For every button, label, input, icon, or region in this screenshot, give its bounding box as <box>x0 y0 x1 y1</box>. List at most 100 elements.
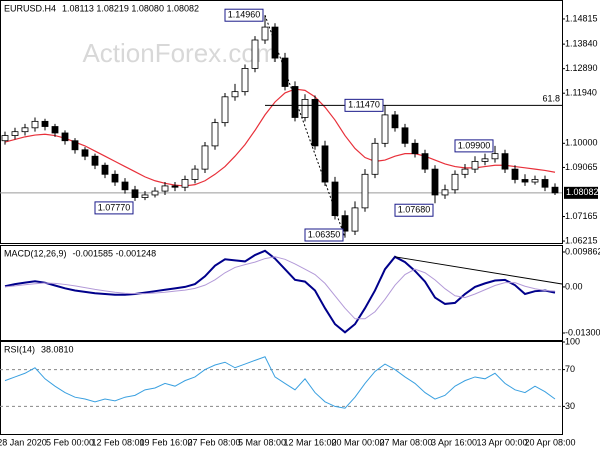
x-tick-label: 28 Jan 2020 <box>0 437 47 447</box>
candle-body <box>411 142 419 155</box>
y-tick-label: 30 <box>565 401 575 411</box>
y-tick-label: 1.14815 <box>565 13 598 23</box>
candle-body <box>101 164 109 175</box>
y-tick-label: 1.10000 <box>565 138 598 148</box>
moving-average <box>4 88 556 187</box>
candle-body <box>531 179 539 183</box>
candle-body <box>241 68 249 93</box>
candle-body <box>211 122 219 147</box>
annotation-label: 1.07680 <box>398 205 431 215</box>
x-tick-label: 19 Feb 16:00 <box>139 437 192 447</box>
y-tick-label: 1.12890 <box>565 63 598 73</box>
candle-body <box>391 114 399 129</box>
candle-body <box>41 120 49 127</box>
rsi-panel <box>0 341 563 435</box>
candle-body <box>51 126 59 134</box>
candle-body <box>11 131 19 136</box>
panel-title: MACD(12,26,9) <box>4 248 67 258</box>
candle-body <box>281 57 289 87</box>
x-tick-label: 5 Feb 00:00 <box>46 437 94 447</box>
candle-body <box>121 181 129 191</box>
candle-body <box>451 173 459 191</box>
x-tick-label: 13 Apr 00:00 <box>476 437 527 447</box>
candle-body <box>541 179 549 188</box>
panel-title: RSI(14) <box>4 344 35 354</box>
candle-body <box>301 99 309 118</box>
candle-body <box>381 114 389 144</box>
y-tick-label: 1.09065 <box>565 162 598 172</box>
annotation-label: 1.09900 <box>458 140 491 150</box>
candle-body <box>141 194 149 198</box>
candle-body <box>91 155 99 166</box>
candle-body <box>311 99 319 147</box>
candle-body <box>111 173 119 183</box>
indicator-line <box>4 256 556 320</box>
x-tick-label: 27 Mar 08:00 <box>379 437 432 447</box>
annotation-box <box>94 201 134 215</box>
candle-body <box>1 135 9 142</box>
annotation-box <box>304 228 344 242</box>
candle-body <box>81 149 89 157</box>
candle-body <box>221 96 229 124</box>
panel-subtitle: -0.001585 -0.001248 <box>73 248 157 258</box>
y-tick-label: 1.11940 <box>565 88 597 98</box>
x-tick-label: 12 Mar 16:00 <box>283 437 336 447</box>
trend-line <box>394 256 563 285</box>
panel-subtitle: 38.0810 <box>41 344 74 354</box>
candle-body <box>441 189 449 196</box>
candle-body <box>191 168 199 180</box>
candle-body <box>341 215 349 232</box>
candle-body <box>261 26 269 41</box>
current-price-label: 1.08082 <box>566 187 599 197</box>
candle-body <box>351 207 359 232</box>
candle-body <box>361 173 369 209</box>
annotation-label: 1.14960 <box>228 10 261 20</box>
indicator-line <box>4 249 556 334</box>
candle-body <box>461 168 469 175</box>
y-tick-label: -0.013002 <box>565 327 600 337</box>
annotation-label: 1.06350 <box>308 229 341 239</box>
x-tick-label: 20 Apr 08:00 <box>524 437 575 447</box>
candle-body <box>181 179 189 188</box>
candle-body <box>491 153 499 160</box>
candle-body <box>251 39 259 69</box>
x-tick-label: 5 Mar 08:00 <box>238 437 286 447</box>
candle-body <box>291 86 299 118</box>
candle-body <box>231 91 239 98</box>
candle-body <box>321 145 329 183</box>
fib-level-label: 61.8 <box>542 94 560 104</box>
candle-body <box>151 190 159 196</box>
price-panel <box>0 0 563 244</box>
annotation-box <box>344 98 384 112</box>
candle-body <box>61 132 69 142</box>
candle-body <box>331 181 339 217</box>
y-tick-label: 1.06215 <box>565 235 598 245</box>
current-price-box <box>564 186 598 199</box>
x-tick-label: 3 Apr 16:00 <box>431 437 477 447</box>
candle-body <box>551 186 559 194</box>
candle-body <box>511 168 519 180</box>
candle-body <box>471 160 479 170</box>
indicator-line <box>4 356 556 409</box>
y-tick-label: 70 <box>565 364 575 374</box>
x-tick-label: 27 Feb 08:00 <box>187 437 240 447</box>
candle-body <box>201 145 209 170</box>
annotation-label: 1.11470 <box>348 100 380 110</box>
candle-body <box>171 185 179 188</box>
y-tick-label: 1.13840 <box>565 39 598 49</box>
candle-body <box>71 140 79 151</box>
annotation-box <box>454 139 494 153</box>
candle-body <box>161 185 169 192</box>
candle-body <box>31 120 39 129</box>
candle-body <box>421 153 429 170</box>
fib-trend-line <box>264 15 346 238</box>
panel-subtitle: 1.08113 1.08219 1.08080 1.08082 <box>62 3 199 13</box>
x-tick-label: 12 Feb 08:00 <box>91 437 144 447</box>
candle-body <box>21 127 29 133</box>
panel-title: EURUSD.H4 <box>4 3 56 13</box>
annotation-box <box>394 203 434 217</box>
candle-body <box>431 168 439 196</box>
x-tick-label: 20 Mar 00:00 <box>331 437 384 447</box>
y-tick-label: 0.009862 <box>565 246 600 256</box>
